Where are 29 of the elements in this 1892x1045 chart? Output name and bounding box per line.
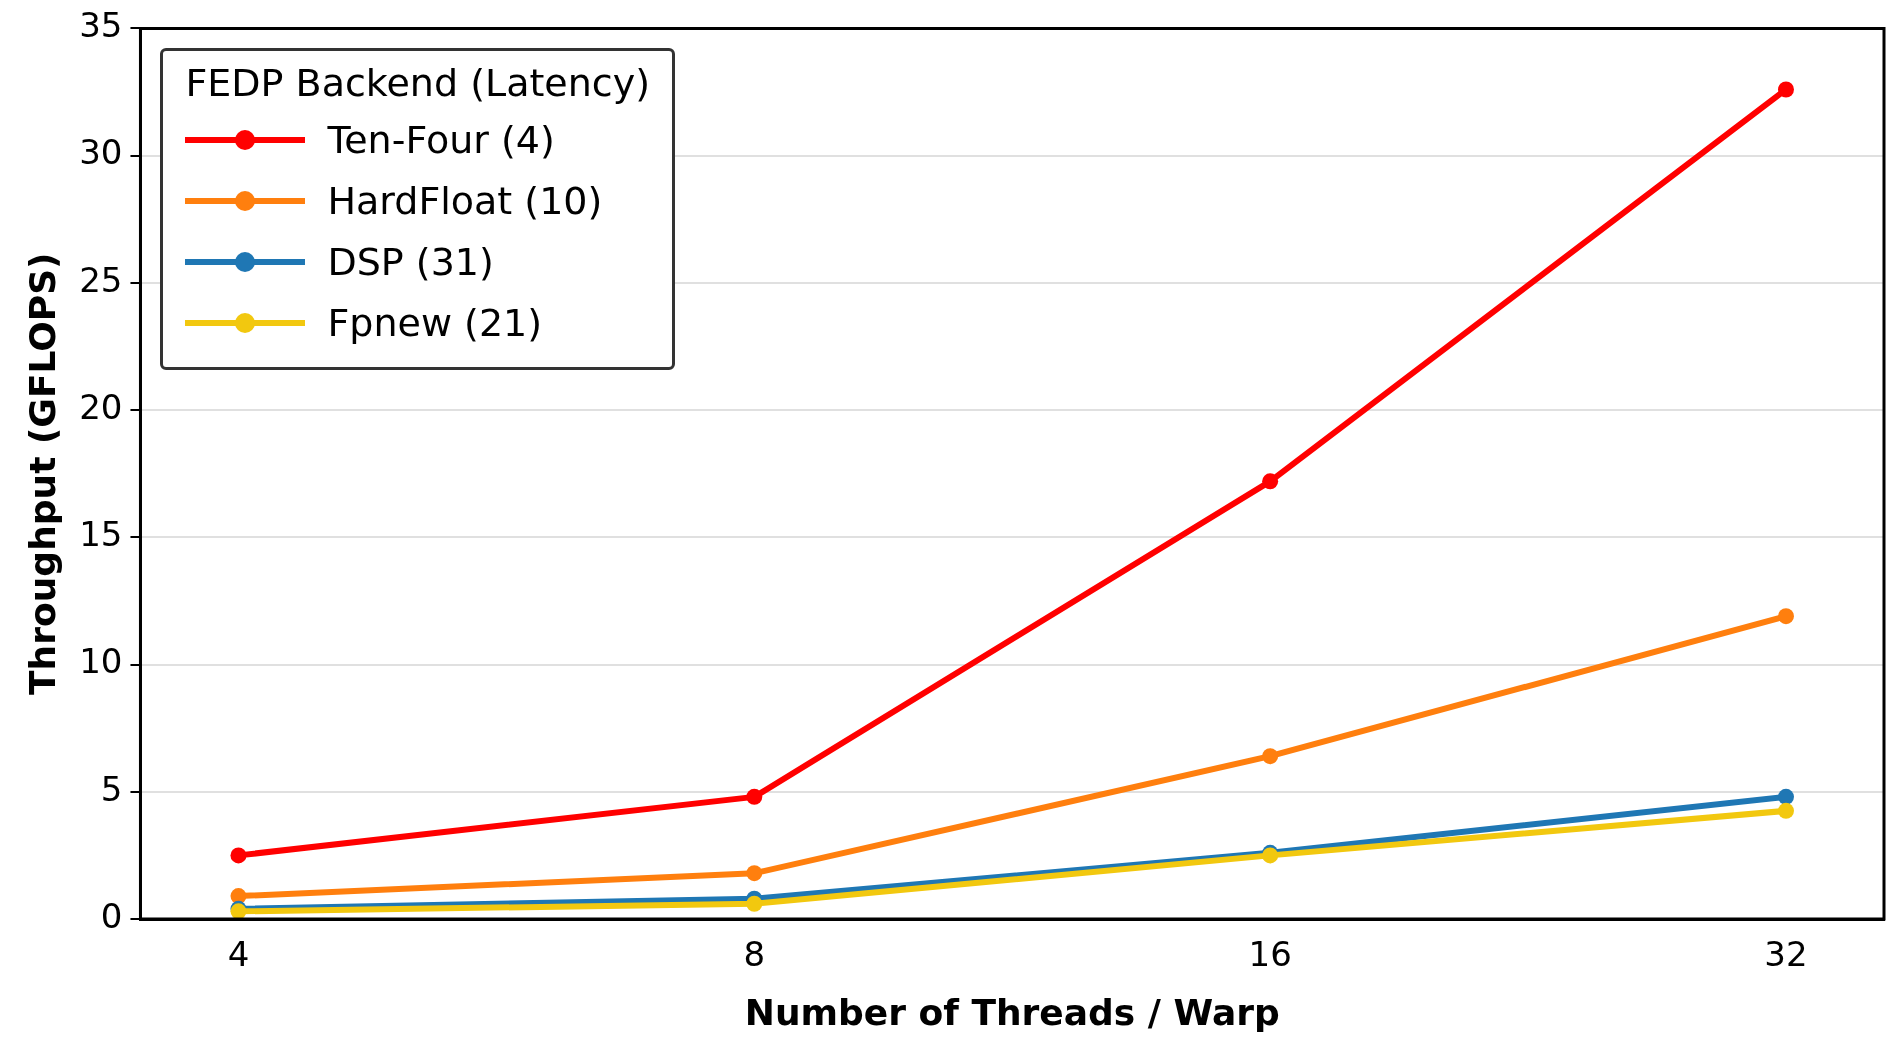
y-tick-label: 0 — [100, 895, 123, 936]
y-axis-title: Throughput (GFLOPS) — [21, 252, 63, 695]
point — [1777, 788, 1794, 805]
point — [230, 847, 247, 864]
x-tick-label: 32 — [1764, 934, 1808, 975]
point — [746, 788, 763, 805]
legend-label: DSP (31) — [327, 239, 494, 284]
x-axis-title: Number of Threads / Warp — [744, 991, 1280, 1033]
y-tick-label: 15 — [79, 514, 123, 555]
y-tick-label: 30 — [79, 132, 123, 173]
legend-label: Ten-Four (4) — [327, 117, 555, 162]
x-tick-label: 8 — [743, 934, 766, 975]
y-tick-label: 10 — [79, 641, 123, 682]
point — [746, 895, 763, 912]
point — [1777, 802, 1794, 819]
y-tick-label: 35 — [79, 5, 123, 46]
legend-title: FEDP Backend (Latency) — [185, 61, 650, 106]
point — [1777, 81, 1794, 98]
point — [1262, 748, 1279, 765]
point — [746, 865, 763, 882]
x-tick-label: 16 — [1248, 934, 1292, 975]
point — [1777, 608, 1794, 625]
y-tick-label: 5 — [100, 768, 123, 809]
point — [1262, 473, 1279, 490]
legend-label: Fpnew (21) — [327, 300, 543, 345]
y-tick-label: 25 — [79, 259, 123, 300]
legend-label: HardFloat (10) — [327, 178, 603, 223]
x-tick-label: 4 — [227, 934, 250, 975]
y-tick-label: 20 — [79, 386, 123, 427]
